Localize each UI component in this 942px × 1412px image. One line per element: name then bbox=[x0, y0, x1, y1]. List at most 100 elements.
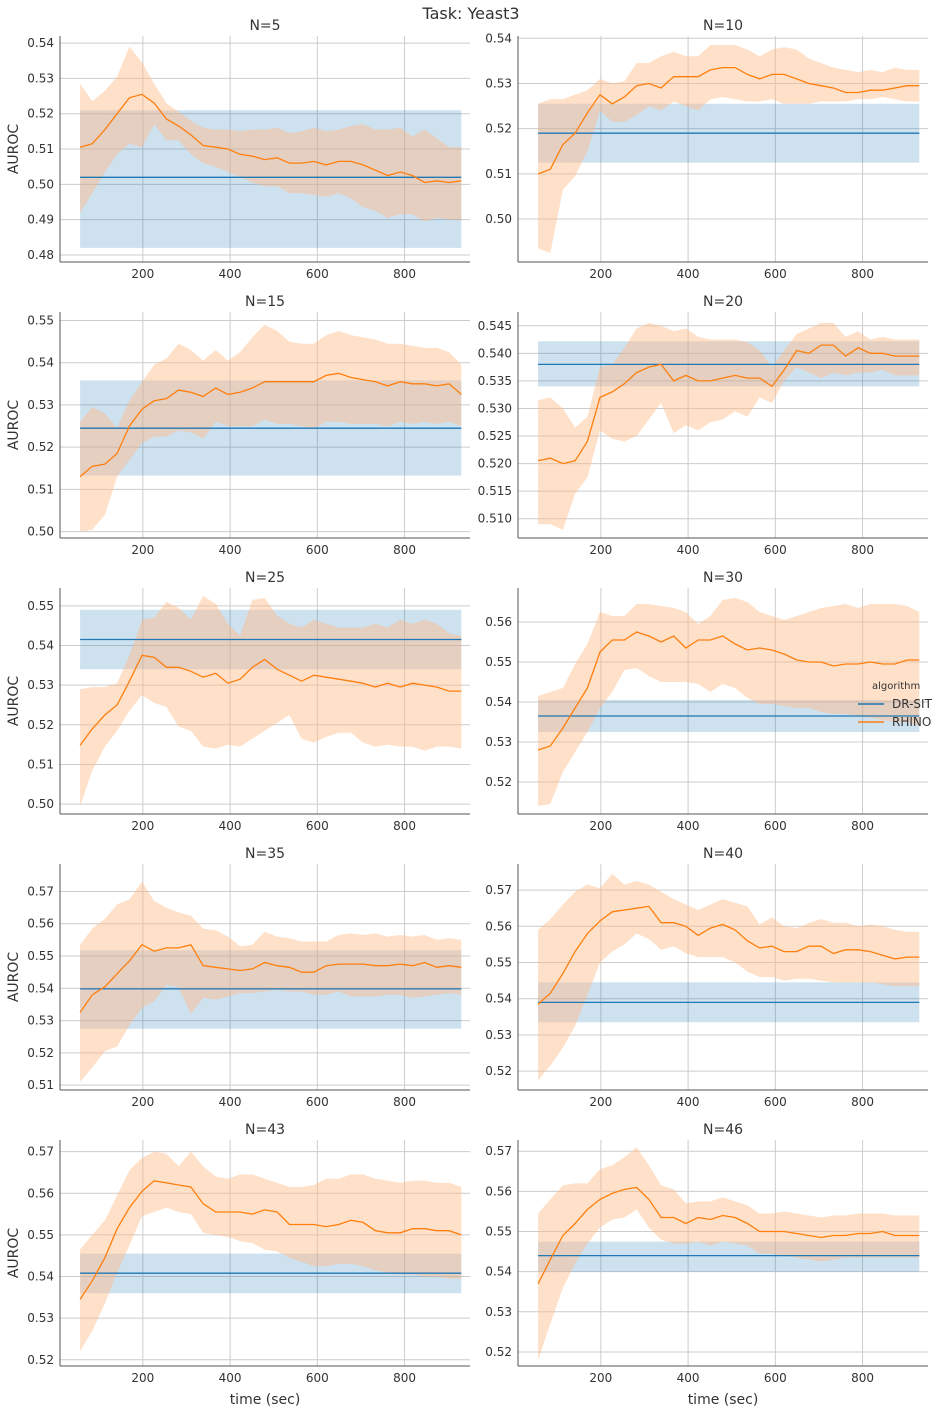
x-tick-label: 800 bbox=[851, 267, 874, 281]
y-tick-label: 0.54 bbox=[27, 638, 54, 652]
x-tick-label: 200 bbox=[589, 267, 612, 281]
y-tick-label: 0.50 bbox=[27, 797, 54, 811]
y-tick-label: 0.57 bbox=[27, 1145, 54, 1159]
y-axis-label: AUROC bbox=[6, 952, 22, 1003]
x-tick-label: 200 bbox=[131, 819, 154, 833]
y-tick-label: 0.52 bbox=[27, 107, 54, 121]
x-tick-label: 600 bbox=[306, 819, 329, 833]
y-axis-label: AUROC bbox=[6, 400, 22, 451]
panel-title: N=20 bbox=[703, 294, 743, 310]
x-tick-label: 400 bbox=[219, 267, 242, 281]
y-axis-label: AUROC bbox=[6, 676, 22, 727]
x-tick-label: 800 bbox=[393, 819, 416, 833]
y-tick-label: 0.51 bbox=[27, 482, 54, 496]
panel-9: 200 400 600 800 0.52 0.53 0.54 0.55 0.56 0.57 N=43… bbox=[6, 1122, 470, 1408]
x-tick-label: 600 bbox=[306, 1371, 329, 1385]
panel-5: 200 400 600 800 0.50 0.51 0.52 0.53 0.54 0.55 N=25… bbox=[6, 570, 470, 833]
x-tick-label: 800 bbox=[851, 1371, 874, 1385]
rhino-line bbox=[537, 344, 920, 465]
y-tick-label: 0.525 bbox=[478, 429, 512, 443]
x-tick-label: 800 bbox=[851, 819, 874, 833]
y-tick-label: 0.53 bbox=[27, 71, 54, 85]
x-tick-label: 400 bbox=[677, 1095, 700, 1109]
x-tick-label: 200 bbox=[589, 1371, 612, 1385]
x-tick-label: 400 bbox=[219, 1095, 242, 1109]
y-tick-label: 0.545 bbox=[478, 319, 512, 333]
y-tick-label: 0.515 bbox=[478, 484, 512, 498]
y-tick-label: 0.52 bbox=[485, 122, 512, 136]
panel-title: N=25 bbox=[245, 570, 285, 586]
y-tick-label: 0.56 bbox=[485, 1184, 512, 1198]
y-tick-label: 0.55 bbox=[27, 599, 54, 613]
y-tick-label: 0.530 bbox=[478, 401, 512, 415]
panel-title: N=10 bbox=[703, 18, 743, 34]
x-tick-label: 600 bbox=[764, 1095, 787, 1109]
rhino-ci-band bbox=[538, 873, 920, 1081]
x-tick-label: 800 bbox=[393, 1371, 416, 1385]
x-tick-label: 400 bbox=[677, 1371, 700, 1385]
x-tick-label: 400 bbox=[677, 543, 700, 557]
legend-label-rhino: RHINO bbox=[892, 715, 931, 729]
legend-title: algorithm bbox=[872, 681, 920, 692]
y-tick-label: 0.56 bbox=[485, 615, 512, 629]
x-tick-label: 800 bbox=[393, 1095, 416, 1109]
x-tick-label: 600 bbox=[764, 267, 787, 281]
y-tick-label: 0.53 bbox=[485, 76, 512, 90]
panel-2: 200 400 600 800 0.50 0.51 0.52 0.53 0.54 N=10 bbox=[485, 18, 928, 281]
rhino-line bbox=[537, 1186, 920, 1284]
panel-title: N=35 bbox=[245, 846, 285, 862]
rhino-ci-band bbox=[538, 45, 920, 253]
x-tick-label: 200 bbox=[131, 1371, 154, 1385]
y-tick-label: 0.53 bbox=[27, 1014, 54, 1028]
y-tick-label: 0.49 bbox=[27, 213, 54, 227]
x-tick-label: 400 bbox=[219, 819, 242, 833]
y-tick-label: 0.51 bbox=[27, 142, 54, 156]
y-tick-label: 0.50 bbox=[27, 525, 54, 539]
y-tick-label: 0.510 bbox=[478, 512, 512, 526]
y-tick-label: 0.54 bbox=[27, 981, 54, 995]
y-tick-label: 0.48 bbox=[27, 248, 54, 262]
y-tick-label: 0.55 bbox=[27, 949, 54, 963]
rhino-ci-band bbox=[538, 598, 920, 806]
x-tick-label: 400 bbox=[677, 267, 700, 281]
rhino-ci-band bbox=[80, 324, 462, 532]
legend-label-drsit: DR-SIT bbox=[892, 697, 933, 711]
panel-4: 200 400 600 800 0.510 0.515 0.520 0.525 0.530 0.5… bbox=[478, 294, 928, 557]
x-tick-label: 800 bbox=[851, 543, 874, 557]
y-tick-label: 0.51 bbox=[27, 1078, 54, 1092]
x-tick-label: 800 bbox=[393, 543, 416, 557]
y-tick-label: 0.540 bbox=[478, 346, 512, 360]
legend: algorithm DR-SIT RHINO bbox=[858, 681, 933, 729]
y-tick-label: 0.52 bbox=[27, 440, 54, 454]
rhino-line bbox=[79, 654, 462, 746]
rhino-line bbox=[79, 943, 462, 1013]
y-tick-label: 0.56 bbox=[27, 1186, 54, 1200]
x-tick-label: 600 bbox=[306, 267, 329, 281]
drsit-ci-band bbox=[538, 1241, 920, 1272]
rhino-line bbox=[537, 905, 920, 1005]
y-tick-label: 0.55 bbox=[485, 655, 512, 669]
x-tick-label: 200 bbox=[589, 543, 612, 557]
panel-title: N=15 bbox=[245, 294, 285, 310]
rhino-ci-band bbox=[80, 1151, 462, 1352]
y-tick-label: 0.52 bbox=[27, 1046, 54, 1060]
y-tick-label: 0.52 bbox=[485, 775, 512, 789]
y-tick-label: 0.54 bbox=[485, 992, 512, 1006]
y-tick-label: 0.57 bbox=[485, 883, 512, 897]
panel-6: 200 400 600 800 0.52 0.53 0.54 0.55 0.56 N=30 bbox=[485, 570, 928, 833]
x-tick-label: 200 bbox=[131, 267, 154, 281]
x-tick-label: 600 bbox=[306, 1095, 329, 1109]
y-tick-label: 0.57 bbox=[485, 1144, 512, 1158]
y-tick-label: 0.54 bbox=[27, 36, 54, 50]
x-tick-label: 200 bbox=[589, 819, 612, 833]
y-tick-label: 0.50 bbox=[27, 177, 54, 191]
y-tick-label: 0.52 bbox=[27, 1353, 54, 1367]
y-tick-label: 0.54 bbox=[485, 31, 512, 45]
panel-10: 200 400 600 800 0.52 0.53 0.54 0.55 0.56 0.57 N=46… bbox=[485, 1122, 928, 1408]
rhino-ci-band bbox=[80, 595, 462, 807]
y-tick-label: 0.53 bbox=[485, 735, 512, 749]
y-tick-label: 0.54 bbox=[485, 1265, 512, 1279]
y-tick-label: 0.53 bbox=[485, 1028, 512, 1042]
x-tick-label: 400 bbox=[219, 543, 242, 557]
x-axis-label: time (sec) bbox=[230, 1392, 301, 1408]
